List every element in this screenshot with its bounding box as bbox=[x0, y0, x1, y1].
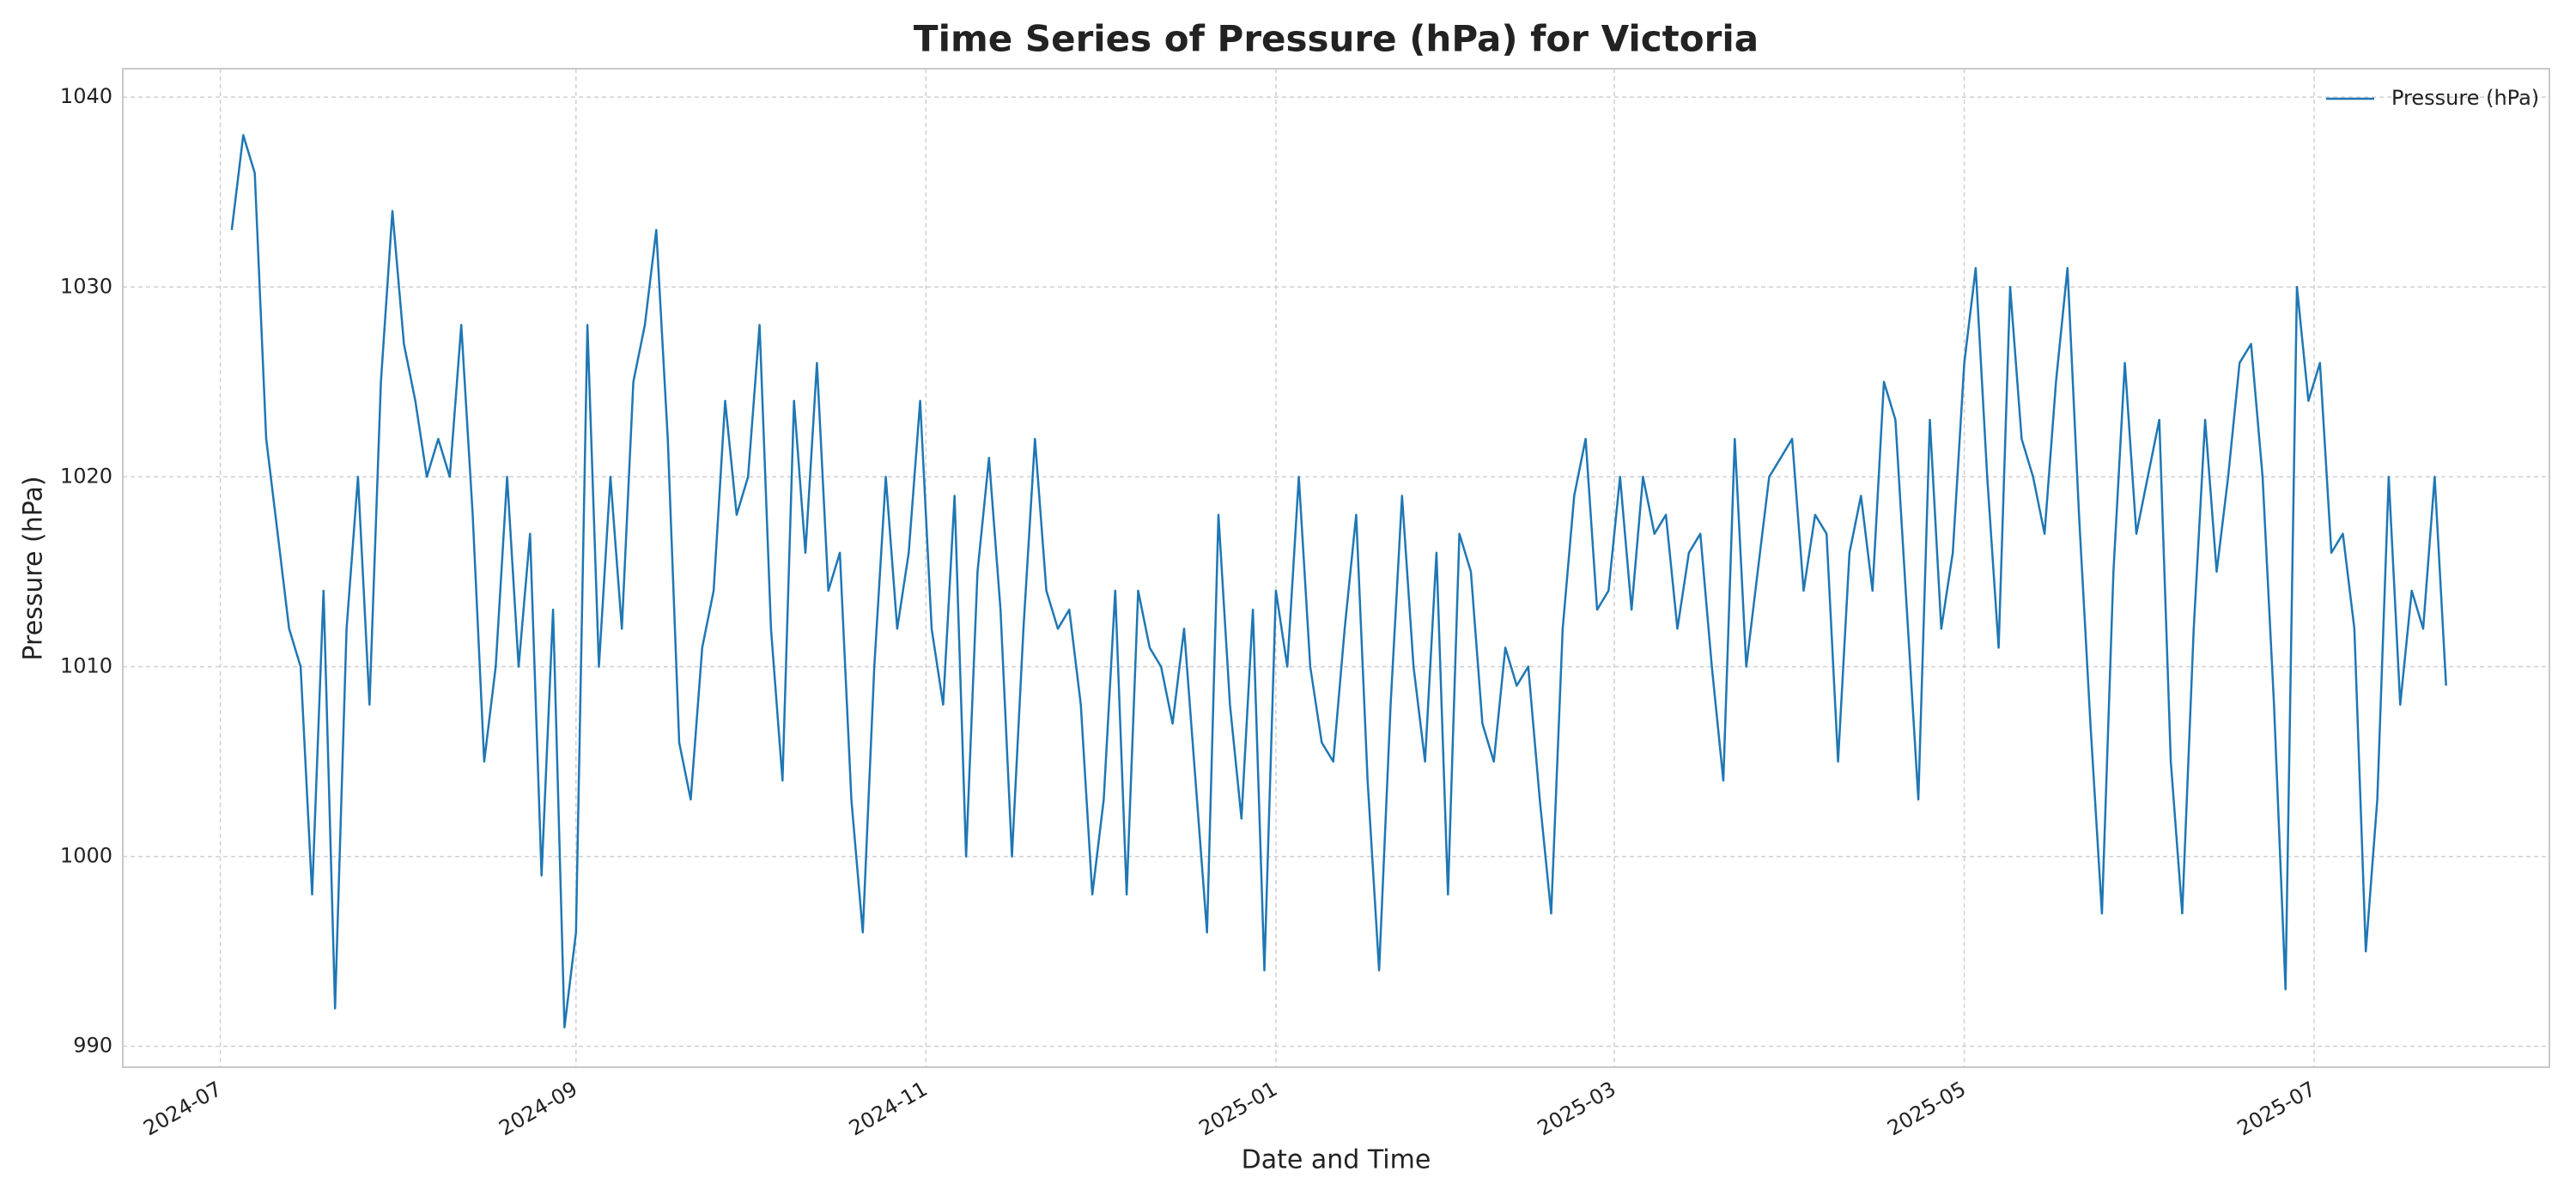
y-tick-label: 1020 bbox=[60, 464, 112, 488]
y-tick-label: 1040 bbox=[60, 84, 112, 108]
chart-title: Time Series of Pressure (hPa) for Victor… bbox=[914, 18, 1759, 60]
y-tick-label: 1010 bbox=[60, 653, 112, 677]
y-axis-label: Pressure (hPa) bbox=[19, 476, 49, 660]
y-tick-label: 1000 bbox=[60, 844, 112, 868]
legend-label: Pressure (hPa) bbox=[2391, 86, 2539, 110]
plot-frame bbox=[122, 68, 2550, 1068]
y-tick-label: 1030 bbox=[60, 274, 112, 298]
y-tick-label: 990 bbox=[73, 1034, 112, 1058]
data-line bbox=[230, 134, 2447, 1029]
x-axis-label: Date and Time bbox=[1242, 1145, 1431, 1175]
